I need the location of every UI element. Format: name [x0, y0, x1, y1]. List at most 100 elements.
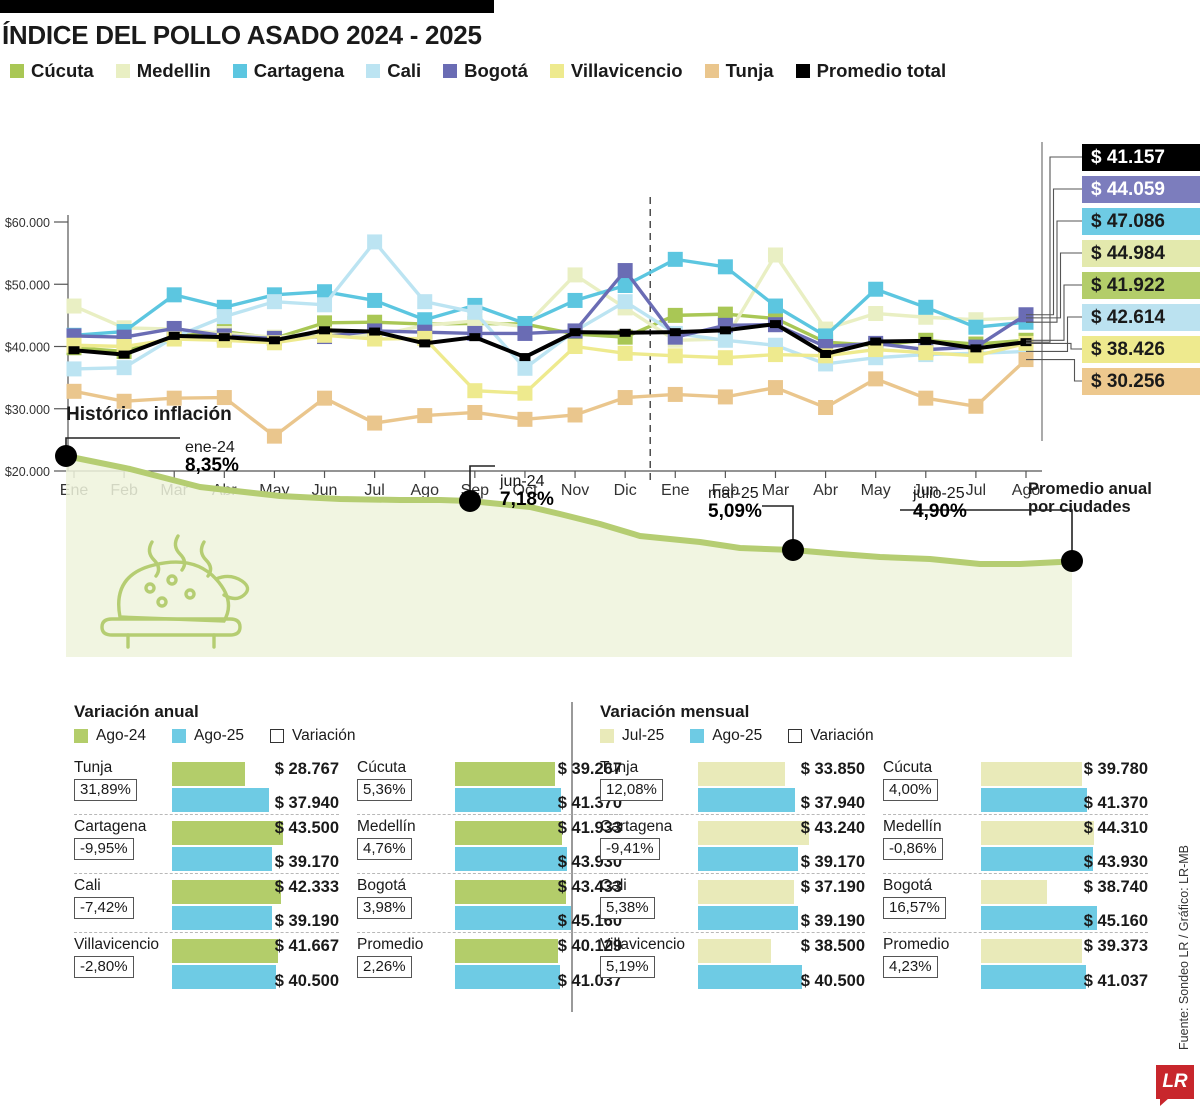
right-axis-title-line1: Promedio anual [1028, 480, 1152, 498]
annual-average-chip-cartagena: $ 47.086 [1082, 208, 1200, 235]
bar-current [981, 846, 1094, 871]
bar-previous [981, 879, 1048, 904]
row-label-cell: Promedio 2,26% [357, 936, 455, 992]
bar-row-previous: $ 43.433 [455, 878, 622, 904]
legend-item-medellin: Medellin [115, 60, 211, 82]
bar-row-previous: $ 28.767 [172, 760, 339, 786]
lr-logo: LR [1156, 1065, 1194, 1106]
bar-row-current: $ 39.190 [698, 905, 865, 930]
legend-item-villavicencio: Villavicencio [549, 60, 683, 82]
bar-row-current: $ 43.930 [981, 846, 1148, 871]
row-bars: $ 38.740 $ 45.160 [981, 877, 1148, 932]
table-row: Cali -7,42% $ 42.333 $ 39.190 [74, 874, 339, 933]
variation-badge: 5,38% [600, 896, 655, 919]
monthly-legend-item-2: Variación [788, 727, 874, 745]
city-name: Cúcuta [357, 759, 407, 776]
row-bars: $ 43.240 $ 39.170 [698, 818, 865, 873]
svg-text:Jun: Jun [312, 482, 338, 499]
variation-badge: -7,42% [74, 896, 134, 919]
svg-text:$60.000: $60.000 [5, 216, 50, 230]
bar-row-previous: $ 40.129 [455, 937, 622, 963]
svg-text:Feb: Feb [712, 482, 740, 499]
svg-text:Mar: Mar [762, 482, 790, 499]
legend-swatch-tunja [704, 64, 719, 78]
monthly-legend-swatch-0 [600, 729, 614, 743]
annual-legend-swatch-1 [171, 729, 186, 743]
legend-label-cartagena: Cartagena [253, 60, 345, 81]
inflation-title: Histórico inflación [66, 404, 232, 425]
svg-text:Dic: Dic [614, 482, 637, 499]
bar-current [172, 787, 269, 812]
callout-date-3: julio-25 [913, 485, 965, 502]
annual-column-0: Tunja 31,89% $ 28.767 $ 37.940 Cartagena -9,9… [74, 756, 339, 992]
row-bars: $ 43.500 $ 39.170 [172, 818, 339, 873]
city-name: Bogotá [883, 877, 933, 894]
bar-row-previous: $ 43.500 [172, 819, 339, 845]
variation-badge: 12,08% [600, 778, 663, 801]
annual-legend-label-2: Variación [291, 727, 356, 744]
legend-label-promedio-total: Promedio total [816, 60, 947, 81]
city-name: Cúcuta [883, 759, 933, 776]
value-current: $ 39.170 [274, 853, 339, 871]
variation-badge: -0,86% [883, 837, 943, 860]
annual-variation-legend: Ago-24 Ago-25 Variación [74, 727, 622, 745]
table-row: Cúcuta 4,00% $ 39.780 $ 41.370 [883, 756, 1148, 815]
table-row: Cartagena -9,95% $ 43.500 $ 39.170 [74, 815, 339, 874]
legend-label-medellin: Medellin [136, 60, 211, 81]
row-bars: $ 28.767 $ 37.940 [172, 759, 339, 814]
monthly-column-1: Cúcuta 4,00% $ 39.780 $ 41.370 Medellín -0,86… [883, 756, 1148, 992]
inflation-chart-svg [55, 437, 1083, 657]
row-label-cell: Cali -7,42% [74, 877, 172, 932]
bar-previous [981, 761, 1083, 786]
svg-text:Nov: Nov [561, 482, 589, 499]
svg-text:Abr: Abr [813, 482, 839, 499]
bar-previous [698, 939, 772, 963]
row-label-cell: Cúcuta 5,36% [357, 759, 455, 814]
legend-swatch-cartagena [232, 64, 247, 78]
bar-current [172, 905, 273, 930]
variation-badge: 4,00% [883, 778, 938, 801]
variation-tables: Variación anual Ago-24 Ago-25 Variación … [0, 702, 1200, 1062]
bar-current [172, 846, 273, 871]
bar-row-current: $ 41.370 [455, 787, 622, 812]
bar-current [698, 846, 799, 871]
row-bars: $ 44.310 $ 43.930 [981, 818, 1148, 873]
value-previous: $ 39.267 [557, 760, 622, 778]
bar-current [981, 965, 1087, 989]
city-name: Cartagena [74, 818, 147, 835]
callout-julio-25: julio-25 4,90% [913, 485, 967, 523]
bar-previous [455, 820, 563, 845]
annual-legend-swatch-0 [74, 729, 88, 743]
annual-average-chip-villavicencio: $ 38.426 [1082, 336, 1200, 363]
annual-variation-columns: Tunja 31,89% $ 28.767 $ 37.940 Cartagena -9,9… [74, 756, 622, 992]
value-previous: $ 44.310 [1083, 819, 1148, 837]
value-current: $ 45.160 [1083, 912, 1148, 930]
table-row: Promedio 4,23% $ 39.373 $ 41.037 [883, 933, 1148, 992]
callout-value-2: 5,09% [708, 501, 762, 523]
value-current: $ 39.190 [274, 912, 339, 930]
row-bars: $ 39.373 $ 41.037 [981, 936, 1148, 992]
city-name: Promedio [883, 936, 950, 953]
annual-average-chip-cali: $ 42.614 [1082, 304, 1200, 331]
annual-average-chip-medellin: $ 44.984 [1082, 240, 1200, 267]
bar-previous [172, 820, 283, 845]
bar-row-current: $ 39.170 [172, 846, 339, 871]
annual-legend-item-2: Variación [269, 727, 356, 745]
bar-row-current: $ 41.037 [981, 965, 1148, 990]
row-label-cell: Bogotá 16,57% [883, 877, 981, 932]
bar-previous [698, 820, 809, 845]
callout-date-0: ene-24 [185, 439, 235, 456]
value-current: $ 41.370 [1083, 794, 1148, 812]
annual-average-chips: $ 41.157 $ 44.059 $ 47.086 $ 44.984 $ 41.922… [1082, 144, 1200, 400]
variation-badge: 16,57% [883, 896, 946, 919]
value-current: $ 39.170 [800, 853, 865, 871]
value-previous: $ 42.333 [274, 878, 339, 896]
row-label-cell: Cúcuta 4,00% [883, 759, 981, 814]
callout-value-0: 8,35% [185, 455, 239, 477]
legend-swatch-promedio-total [795, 64, 810, 78]
callout-value-3: 4,90% [913, 501, 967, 523]
value-previous: $ 39.780 [1083, 760, 1148, 778]
value-previous: $ 41.933 [557, 819, 622, 837]
bar-row-current: $ 45.160 [455, 905, 622, 930]
bar-row-current: $ 45.160 [981, 905, 1148, 930]
